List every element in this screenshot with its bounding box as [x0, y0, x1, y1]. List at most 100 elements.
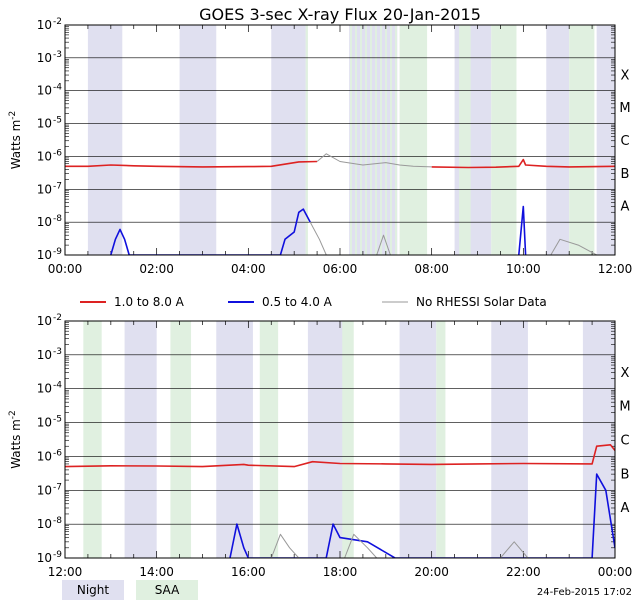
legend-label: 0.5 to 4.0 A — [262, 295, 333, 309]
x-tick-label: 06:00 — [323, 262, 358, 276]
night-band — [307, 321, 345, 558]
panel-1: 10-210-310-410-510-610-710-810 -9XMCBA00:… — [8, 17, 632, 276]
saa-band — [170, 321, 192, 558]
y-tick-label: 10 — [37, 382, 52, 396]
night-band — [179, 25, 217, 255]
y-tick-exponent: -8 — [53, 214, 62, 224]
x-tick-label: 16:00 — [231, 565, 266, 579]
legend-box — [136, 580, 198, 600]
series-line — [65, 160, 318, 168]
legend-label: No RHESSI Solar Data — [416, 295, 547, 309]
x-tick-label: 12:00 — [598, 262, 633, 276]
y-tick-label: 10 — [37, 182, 52, 196]
y-tick-label: 10 — [37, 51, 52, 65]
y-tick-label: 10 — [37, 84, 52, 98]
flare-class-label: M — [619, 101, 630, 116]
saa-band — [305, 25, 308, 255]
plot-frame — [64, 320, 616, 559]
saa-band — [399, 25, 428, 255]
series-legend: 1.0 to 8.0 A 0.5 to 4.0 A No RHESSI Solar … — [80, 295, 547, 309]
legend-box-label: SAA — [155, 583, 180, 597]
night-band — [216, 321, 253, 558]
x-tick-label: 02:00 — [139, 262, 174, 276]
plot-frame — [64, 24, 616, 256]
y-tick-exponent: -2 — [53, 313, 62, 323]
night-band — [596, 25, 615, 255]
y-tick-label: 10 — [37, 149, 52, 163]
x-tick-label: 12:00 — [48, 565, 83, 579]
legend-box-label: Night — [77, 583, 110, 597]
flare-class-label: X — [621, 68, 630, 83]
x-tick-label: 20:00 — [414, 565, 449, 579]
x-tick-label: 10:00 — [506, 262, 541, 276]
saa-band — [436, 321, 446, 558]
y-tick-exponent: -7 — [53, 482, 62, 492]
series-line — [229, 473, 615, 558]
y-tick-label: 10 — [37, 117, 52, 131]
flare-class-label: C — [620, 134, 629, 149]
legend-box — [62, 580, 124, 600]
saa-band — [569, 25, 595, 255]
flare-class-label: M — [619, 400, 630, 415]
chart-title: GOES 3-sec X-ray Flux 20-Jan-2015 — [199, 5, 481, 24]
y-tick-exponent: -6 — [53, 448, 62, 458]
y-tick-label: 10 — [37, 449, 52, 463]
series-line — [518, 205, 527, 255]
y-tick-label: 10 — [37, 18, 52, 32]
series-line — [316, 153, 432, 168]
x-tick-label: 14:00 — [139, 565, 174, 579]
y-tick-label: 10 — [37, 314, 52, 328]
y-tick-exponent: -5 — [53, 415, 62, 425]
night-band — [271, 25, 306, 255]
y-tick-exponent: -8 — [53, 516, 62, 526]
night-band — [124, 321, 157, 558]
series-line — [110, 208, 311, 255]
y-tick-exponent: -7 — [53, 181, 62, 191]
saa-band — [342, 321, 354, 558]
series-line — [270, 533, 529, 558]
y-tick-label: 10 — [37, 551, 52, 565]
y-tick-exponent: -9 — [53, 550, 62, 560]
chart-panels: 10-210-310-410-510-610-710-810 -9XMCBA00:… — [8, 17, 632, 579]
night-band — [87, 25, 123, 255]
saa-band — [83, 321, 102, 558]
saa-band — [491, 25, 517, 255]
series-group — [65, 443, 615, 558]
night-saa-legend: Night SAA — [62, 580, 198, 600]
y-tick-label: 10 — [37, 483, 52, 497]
y-tick-label: 10 — [37, 348, 52, 362]
x-tick-label: 00:00 — [48, 262, 83, 276]
y-tick-label: 10 — [37, 517, 52, 531]
panel-2: 10-210-310-410-510-610-710-810 -9XMCBA12:… — [8, 313, 632, 579]
flare-class-label: A — [621, 200, 630, 215]
x-tick-label: 04:00 — [231, 262, 266, 276]
y-tick-label: 10 — [37, 416, 52, 430]
flare-class-label: C — [620, 434, 629, 449]
saa-band — [459, 25, 471, 255]
flare-class-label: B — [621, 467, 630, 482]
y-tick-exponent: -3 — [53, 50, 62, 60]
saa-band — [259, 321, 279, 558]
y-tick-exponent: -6 — [53, 148, 62, 158]
night-band — [491, 321, 528, 558]
series-group — [65, 153, 615, 255]
y-tick-label: 10 — [37, 248, 52, 262]
flare-class-label: B — [621, 167, 630, 182]
y-tick-label: 10 — [37, 215, 52, 229]
flare-class-label: X — [621, 366, 630, 381]
y-tick-exponent: -4 — [53, 83, 62, 93]
series-line — [431, 158, 615, 169]
legend-label: 1.0 to 8.0 A — [114, 295, 185, 309]
y-axis-label: Watts m-2 — [8, 410, 23, 469]
x-tick-label: 00:00 — [598, 565, 633, 579]
x-tick-label: 18:00 — [323, 565, 358, 579]
y-tick-exponent: -3 — [53, 347, 62, 357]
night-band — [546, 25, 570, 255]
flare-class-label: A — [621, 501, 630, 516]
y-tick-exponent: -4 — [53, 381, 62, 391]
x-tick-label: 08:00 — [414, 262, 449, 276]
y-tick-exponent: -9 — [53, 247, 62, 257]
series-line — [65, 443, 615, 468]
y-axis-label: Watts m-2 — [8, 111, 23, 170]
